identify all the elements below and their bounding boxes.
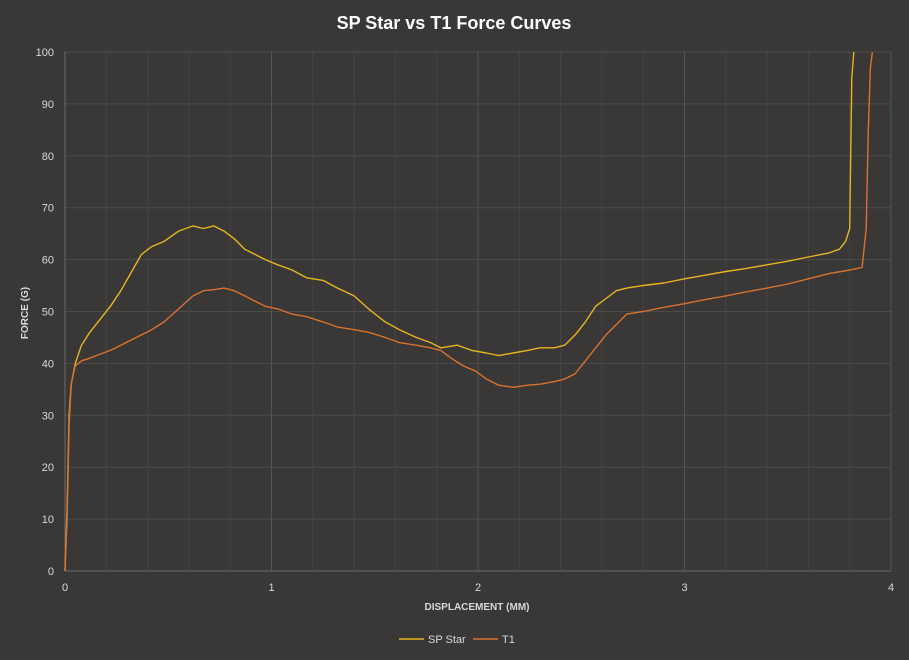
y-tick-label: 60 xyxy=(42,255,54,267)
series-line-sp-star xyxy=(64,51,855,572)
chart-legend: SP Star T1 xyxy=(399,634,515,646)
legend-label: SP Star xyxy=(428,634,466,646)
x-tick-label: 4 xyxy=(888,582,894,594)
series-line-t1 xyxy=(64,51,874,572)
series-lines xyxy=(64,51,874,572)
y-tick-label: 70 xyxy=(42,203,54,215)
gridlines xyxy=(65,51,892,571)
x-tick-label: 1 xyxy=(268,582,274,594)
y-tick-label: 10 xyxy=(42,514,54,526)
y-tick-label: 20 xyxy=(42,462,54,474)
y-tick-label: 80 xyxy=(42,151,54,163)
y-tick-label: 40 xyxy=(42,358,54,370)
y-tick-label: 90 xyxy=(42,99,54,111)
x-tick-label: 2 xyxy=(475,582,481,594)
x-tick-label: 3 xyxy=(681,582,687,594)
x-tick-label: 0 xyxy=(62,582,68,594)
y-tick-label: 0 xyxy=(48,566,54,578)
legend-label: T1 xyxy=(502,634,515,646)
tick-labels: 0 10 20 30 40 50 60 70 80 90 100 0 1 2 3 4 xyxy=(36,47,894,594)
y-axis-label: FORCE (G) xyxy=(20,287,31,339)
chart-title: SP Star vs T1 Force Curves xyxy=(337,13,572,33)
y-tick-label: 50 xyxy=(42,307,54,319)
x-axis-label: DISPLACEMENT (MM) xyxy=(425,602,530,613)
y-tick-label: 30 xyxy=(42,410,54,422)
axes xyxy=(64,52,891,572)
y-tick-label: 100 xyxy=(36,47,54,59)
